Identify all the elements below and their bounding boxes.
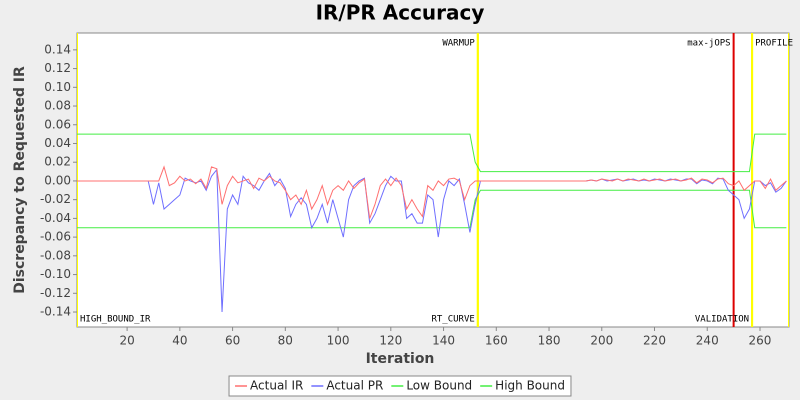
x-tick-label: 260 [749,334,772,348]
marker-label: VALIDATION [695,315,749,325]
y-tick-label: 0.10 [44,80,71,94]
legend-label: Actual PR [326,379,383,393]
y-tick-label: -0.08 [40,248,71,262]
y-tick-label: 0.00 [44,173,71,187]
y-tick-label: 0.08 [44,99,71,113]
series-line [77,133,787,173]
marker-label: max-jOPS [687,39,730,49]
y-tick-label: -0.02 [40,192,71,206]
series-line [77,189,787,229]
series-line [77,165,787,219]
x-tick-label: 140 [432,334,455,348]
x-tick-label: 220 [643,334,666,348]
legend-label: High Bound [495,379,565,393]
x-tick-label: 80 [278,334,293,348]
x-tick-label: 200 [590,334,613,348]
legend-label: Actual IR [250,379,303,393]
y-tick-label: -0.04 [40,211,71,225]
plot-layer [77,33,789,327]
x-tick-label: 160 [485,334,508,348]
y-tick-label: -0.10 [40,267,71,281]
x-tick-label: 120 [379,334,402,348]
y-tick-label: 0.14 [44,42,71,56]
marker-label: PROFILE [755,39,793,49]
legend-label: Low Bound [406,379,472,393]
marker-label: WARMUP [442,39,475,49]
y-tick-label: -0.12 [40,286,71,300]
marker-label: RT_CURVE [431,315,474,325]
x-tick-label: 240 [696,334,719,348]
x-axis-label: Iteration [366,351,435,367]
marker-label: HIGH_BOUND_IR [80,315,151,325]
y-tick-label: 0.04 [44,136,71,150]
y-tick-label: -0.14 [40,305,71,319]
x-tick-label: 20 [119,334,134,348]
y-tick-label: 0.12 [44,61,71,75]
y-axis-label: Discrepancy to Requested IR [12,66,28,294]
x-tick-label: 60 [225,334,240,348]
x-tick-label: 40 [172,334,187,348]
y-tick-label: 0.06 [44,117,71,131]
y-tick-label: -0.06 [40,230,71,244]
y-tick-label: 0.02 [44,155,71,169]
x-tick-label: 180 [538,334,561,348]
legend: Actual IR Actual PR Low Bound High Bound [228,375,572,397]
chart-title: IR/PR Accuracy [316,1,485,25]
x-tick-label: 100 [327,334,350,348]
